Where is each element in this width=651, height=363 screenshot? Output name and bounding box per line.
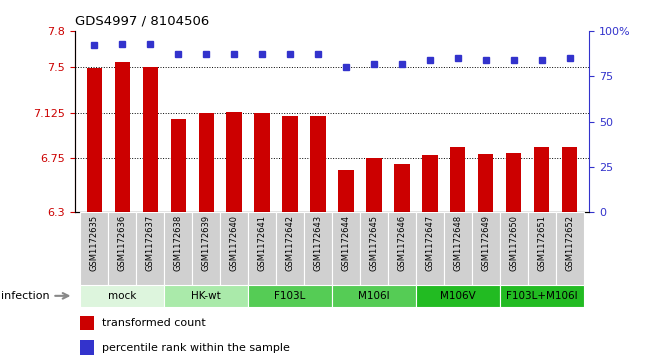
Bar: [528, 212, 555, 285]
Bar: [332, 285, 416, 307]
Text: GSM1172651: GSM1172651: [537, 215, 546, 270]
Bar: [367, 158, 381, 212]
Bar: [248, 212, 276, 285]
Bar: [339, 170, 353, 212]
Bar: [87, 68, 102, 212]
Text: GSM1172641: GSM1172641: [258, 215, 267, 270]
Bar: [192, 212, 220, 285]
Bar: [80, 340, 94, 355]
Text: M106V: M106V: [440, 291, 476, 301]
Text: GSM1172636: GSM1172636: [118, 215, 127, 271]
Bar: [444, 212, 472, 285]
Text: F103L: F103L: [275, 291, 306, 301]
Text: F103L+M106I: F103L+M106I: [506, 291, 577, 301]
Bar: [276, 212, 304, 285]
Bar: [304, 212, 332, 285]
Text: infection: infection: [1, 291, 50, 301]
Bar: [81, 285, 164, 307]
Text: GSM1172640: GSM1172640: [230, 215, 239, 270]
Text: GSM1172643: GSM1172643: [314, 215, 322, 271]
Bar: [472, 212, 500, 285]
Text: HK-wt: HK-wt: [191, 291, 221, 301]
Text: GSM1172638: GSM1172638: [174, 215, 183, 271]
Bar: [555, 212, 583, 285]
Bar: [478, 154, 493, 212]
Bar: [80, 316, 94, 330]
Text: mock: mock: [108, 291, 137, 301]
Text: GSM1172649: GSM1172649: [481, 215, 490, 270]
Bar: [311, 115, 326, 212]
Text: GSM1172650: GSM1172650: [509, 215, 518, 270]
Bar: [136, 212, 164, 285]
Text: transformed count: transformed count: [102, 318, 206, 328]
Bar: [422, 155, 437, 212]
Bar: [143, 67, 158, 212]
Text: GSM1172648: GSM1172648: [453, 215, 462, 271]
Bar: [500, 285, 583, 307]
Text: GSM1172646: GSM1172646: [397, 215, 406, 271]
Bar: [283, 115, 298, 212]
Bar: [500, 212, 528, 285]
Bar: [534, 147, 549, 212]
Bar: [450, 147, 465, 212]
Bar: [562, 147, 577, 212]
Bar: [395, 164, 409, 212]
Text: GSM1172647: GSM1172647: [425, 215, 434, 271]
Bar: [332, 212, 360, 285]
Bar: [164, 212, 192, 285]
Bar: [248, 285, 332, 307]
Bar: [220, 212, 248, 285]
Text: GSM1172635: GSM1172635: [90, 215, 99, 271]
Text: GSM1172652: GSM1172652: [565, 215, 574, 270]
Text: GSM1172642: GSM1172642: [286, 215, 295, 270]
Text: percentile rank within the sample: percentile rank within the sample: [102, 343, 290, 352]
Bar: [416, 212, 444, 285]
Bar: [416, 285, 500, 307]
Bar: [109, 212, 136, 285]
Text: GSM1172637: GSM1172637: [146, 215, 155, 271]
Bar: [255, 113, 270, 212]
Text: GSM1172645: GSM1172645: [369, 215, 378, 270]
Text: GDS4997 / 8104506: GDS4997 / 8104506: [75, 14, 209, 27]
Bar: [164, 285, 248, 307]
Bar: [388, 212, 416, 285]
Bar: [81, 212, 109, 285]
Bar: [227, 112, 242, 212]
Bar: [199, 113, 214, 212]
Bar: [360, 212, 388, 285]
Text: M106I: M106I: [358, 291, 390, 301]
Text: GSM1172639: GSM1172639: [202, 215, 211, 271]
Bar: [115, 62, 130, 212]
Bar: [171, 119, 186, 212]
Bar: [506, 153, 521, 212]
Text: GSM1172644: GSM1172644: [342, 215, 350, 270]
